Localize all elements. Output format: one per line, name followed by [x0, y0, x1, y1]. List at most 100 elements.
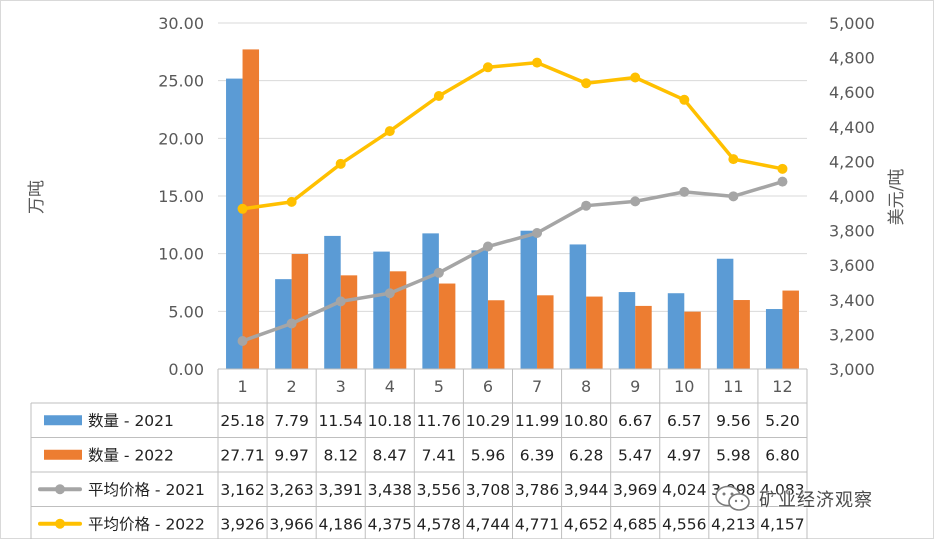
line-point: [433, 91, 444, 102]
table-cell: 5.47: [618, 446, 653, 464]
category-label: 2: [287, 377, 297, 396]
bar: [438, 283, 456, 369]
right-tick-label: 4,000: [829, 187, 875, 206]
bar: [226, 78, 243, 369]
table-cell: 8.47: [373, 446, 408, 464]
line-point: [728, 154, 739, 165]
bar: [733, 300, 750, 369]
watermark: 矿业经济观察: [713, 481, 913, 517]
table-cell: 10.80: [564, 412, 608, 430]
left-tick-label: 15.00: [158, 187, 204, 206]
table-cell: 4,578: [417, 515, 461, 533]
table-cell: 7.79: [274, 412, 309, 430]
line-point: [630, 196, 641, 207]
legend-swatch: [44, 449, 82, 460]
table-cell: 3,162: [220, 481, 264, 499]
wechat-icon: [715, 485, 750, 511]
table-cell: 4,157: [760, 515, 804, 533]
bar: [716, 258, 734, 369]
line-point: [384, 126, 395, 137]
table-cell: 3,438: [368, 481, 412, 499]
category-label: 10: [674, 377, 694, 396]
right-tick-label: 3,200: [829, 325, 875, 344]
bar: [422, 233, 439, 369]
line-point: [286, 196, 297, 207]
right-tick-label: 4,600: [829, 83, 875, 102]
line-point: [581, 200, 592, 211]
legend-marker: [55, 484, 65, 495]
table-cell: 4,186: [319, 515, 363, 533]
category-label: 8: [581, 377, 591, 396]
table-cell: 6.39: [520, 446, 555, 464]
table-cell: 3,263: [269, 481, 313, 499]
table-cell: 9.56: [716, 412, 751, 430]
table-cell: 3,969: [613, 481, 657, 499]
line-point: [630, 72, 641, 83]
right-tick-label: 4,800: [829, 49, 875, 68]
table-cell: 9.97: [274, 446, 309, 464]
category-label: 4: [385, 377, 395, 396]
left-tick-label: 10.00: [158, 245, 204, 264]
table-cell: 3,391: [319, 481, 363, 499]
table-cell: 7.41: [422, 446, 457, 464]
right-tick-label: 3,400: [829, 291, 875, 310]
line-point: [237, 335, 248, 346]
line-point: [237, 203, 248, 214]
right-tick-label: 4,200: [829, 152, 875, 171]
line-point: [777, 176, 788, 187]
bar: [635, 305, 652, 369]
line-point: [532, 228, 543, 239]
line-point: [384, 288, 395, 299]
legend-label: 平均价格 - 2022: [88, 515, 205, 533]
bar: [765, 309, 783, 369]
series-line: [240, 179, 785, 343]
category-label: 9: [630, 377, 640, 396]
left-tick-label: 25.00: [158, 72, 204, 91]
left-tick-label: 20.00: [158, 129, 204, 148]
category-label: 7: [532, 377, 542, 396]
category-label: 11: [723, 377, 743, 396]
table-cell: 5.20: [765, 412, 800, 430]
line-point: [335, 158, 346, 169]
bar: [487, 300, 505, 369]
category-label: 5: [434, 377, 444, 396]
line-point: [679, 94, 690, 105]
table-cell: 3,966: [269, 515, 313, 533]
table-cell: 3,926: [220, 515, 264, 533]
table-cell: 6.28: [569, 446, 604, 464]
bar: [373, 251, 390, 369]
table-cell: 6.67: [618, 412, 653, 430]
series-line: [240, 60, 785, 211]
legend-marker: [55, 518, 65, 529]
bar: [667, 293, 685, 369]
line-point: [482, 241, 493, 252]
table-cell: 10.29: [466, 412, 510, 430]
line-point: [728, 191, 739, 202]
category-label: 3: [336, 377, 346, 396]
bar: [291, 254, 309, 369]
table-cell: 27.71: [220, 446, 264, 464]
category-label: 1: [237, 377, 247, 396]
table-cell: 11.99: [515, 412, 559, 430]
legend-label: 数量 - 2022: [88, 446, 174, 464]
table-cell: 3,556: [417, 481, 461, 499]
table-cell: 4.97: [667, 446, 702, 464]
table-cell: 4,771: [515, 515, 559, 533]
table-cell: 3,944: [564, 481, 608, 499]
legend-label: 平均价格 - 2021: [88, 481, 205, 499]
bar: [618, 292, 636, 369]
table-cell: 11.76: [417, 412, 461, 430]
bar: [275, 279, 292, 369]
bar: [340, 275, 358, 369]
right-axis-title: 美元/吨: [887, 169, 907, 226]
table-cell: 5.98: [716, 446, 751, 464]
bar: [471, 250, 488, 369]
table-cell: 4,375: [368, 515, 412, 533]
legend-swatch: [44, 415, 82, 426]
legend-label: 数量 - 2021: [88, 412, 174, 430]
bar: [586, 296, 603, 369]
left-axis-title: 万吨: [27, 180, 47, 214]
